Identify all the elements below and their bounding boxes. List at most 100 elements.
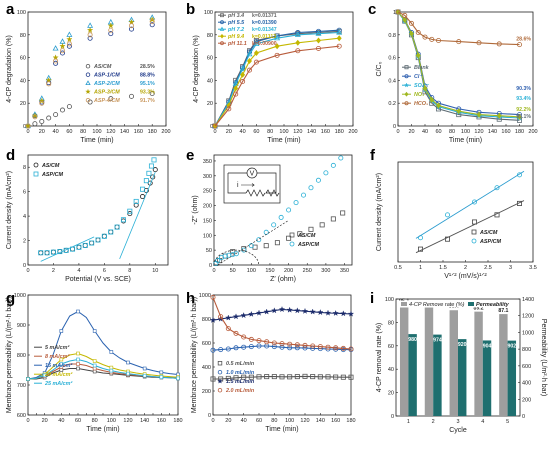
x-axis-label: Time (min) (449, 137, 482, 144)
x-tick-label: 60 (75, 418, 81, 424)
legend-label: 25 mA/cm² (44, 381, 72, 387)
panel-label-e: e (186, 147, 194, 164)
data-point (278, 214, 284, 220)
data-point (274, 34, 281, 41)
data-point (333, 346, 339, 352)
data-point (340, 210, 346, 216)
legend-label: ASP/CM (297, 242, 319, 248)
legend-value: 88.8% (140, 73, 155, 79)
x-tick-label: 300 (321, 268, 330, 274)
y-axis-label: C/C₀ (376, 61, 383, 76)
data-point (233, 345, 239, 351)
data-point (294, 342, 300, 348)
y-tick-label: 1000 (14, 293, 26, 299)
x-tick-label: 5 (506, 419, 509, 425)
y-tick-label: 600 (17, 413, 26, 419)
data-point (279, 341, 285, 347)
x-tick-label: 100 (247, 268, 256, 274)
legend-label: ASP-2/CM (93, 81, 120, 87)
y-tick-label: 4 (23, 214, 26, 220)
x-tick-label: 1 (407, 419, 410, 425)
x-tick-label: 250 (303, 268, 312, 274)
bar-removal-rate (499, 314, 508, 416)
legend-marker (404, 91, 409, 97)
legend-marker (220, 13, 224, 18)
data-point (146, 170, 152, 176)
x-tick-label: 8 (128, 268, 131, 274)
data-point (310, 343, 316, 349)
x-tick-label: 3.5 (529, 265, 537, 271)
resistor-icon (245, 189, 266, 197)
x-tick-label: 20 (225, 418, 231, 424)
series-value-label: 90.3% (516, 86, 531, 92)
data-point (152, 167, 158, 173)
x-tick-label: 20 (39, 129, 45, 135)
data-point (263, 308, 270, 315)
x-axis-label: Time (min) (265, 426, 298, 433)
y2-tick-label: 800 (522, 347, 531, 353)
y-tick-label: 300 (203, 174, 212, 180)
data-point (348, 374, 354, 380)
y-tick-label: 80 (207, 33, 213, 39)
x-tick-label: 180 (148, 129, 157, 135)
legend-marker (85, 72, 91, 77)
x-tick-label: 180 (173, 418, 182, 424)
x-tick-label: 140 (307, 129, 316, 135)
legend-k: k=0.01347 (252, 27, 277, 33)
data-point (279, 344, 285, 350)
data-point (225, 375, 231, 381)
data-point (82, 242, 88, 248)
data-point (133, 198, 139, 204)
legend-label: SO₄²⁻ (414, 83, 430, 89)
legend-label: pH 11.1 (227, 41, 247, 47)
legend-box (399, 300, 517, 308)
data-point (50, 249, 56, 255)
data-point (271, 374, 277, 380)
data-point (263, 229, 269, 235)
y-tick-label: 0 (208, 413, 211, 419)
x-tick-label: 20 (226, 129, 232, 135)
data-point (50, 249, 56, 255)
x-tick-label: 80 (80, 129, 86, 135)
data-point (32, 121, 38, 127)
x-tick-label: 120 (123, 418, 132, 424)
data-point (295, 48, 301, 54)
legend-label: Permeability (476, 302, 510, 308)
x-tick-label: 80 (92, 418, 98, 424)
series-line (27, 358, 179, 380)
y-tick-label: 1000 (199, 293, 211, 299)
data-point (264, 374, 270, 380)
data-point (264, 339, 270, 345)
data-point (239, 65, 246, 72)
data-point (108, 31, 114, 37)
data-point (317, 374, 323, 380)
data-point (218, 314, 224, 320)
bar-permeability (458, 339, 467, 416)
data-point (256, 338, 262, 344)
current-arrow (241, 183, 255, 187)
series-line (212, 297, 352, 350)
x-tick-label: 1 (419, 265, 422, 271)
y-tick-label: 20 (207, 101, 213, 107)
data-point (287, 374, 293, 380)
x-tick-label: 140 (140, 418, 149, 424)
data-point (253, 59, 259, 65)
bar-value-label: 920 (458, 342, 467, 348)
x-tick-label: 160 (331, 418, 340, 424)
fit-line (415, 170, 525, 239)
y2-tick-label: 1200 (522, 314, 534, 320)
data-point (476, 40, 482, 46)
x-tick-label: 160 (321, 129, 330, 135)
legend-marker (220, 33, 224, 39)
y-tick-label: 350 (203, 159, 212, 165)
data-point (25, 123, 31, 129)
series-value-label: 93.4% (516, 96, 531, 102)
legend-k: k=0.00900 (252, 41, 277, 47)
legend-label: ASP-1/CM (93, 73, 120, 79)
data-point (248, 336, 254, 342)
data-point (233, 330, 239, 336)
x-tick-label: 150 (265, 268, 274, 274)
legend-marker (289, 232, 295, 238)
bar-removal-rate (399, 304, 409, 416)
x-axis-label: Cycle (449, 427, 467, 434)
